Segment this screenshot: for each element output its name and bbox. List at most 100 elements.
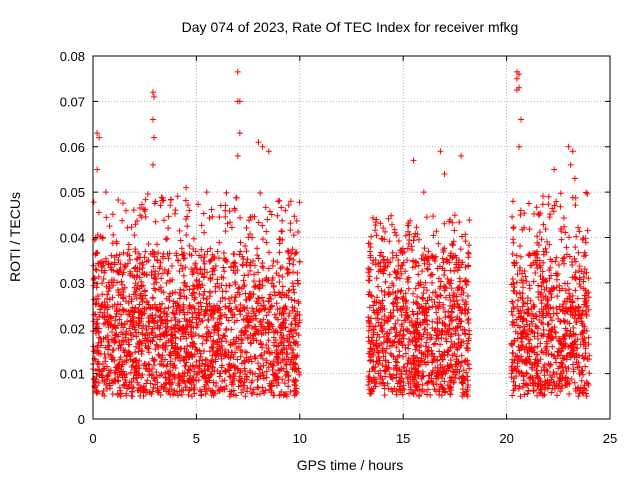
data-point [523, 344, 530, 351]
data-point [214, 276, 221, 283]
data-point [104, 311, 111, 318]
data-point [581, 295, 588, 302]
data-point [293, 385, 300, 392]
data-point [533, 204, 540, 211]
data-point [420, 189, 427, 196]
data-point [160, 250, 167, 257]
data-point [460, 375, 467, 382]
data-point [524, 294, 531, 301]
data-point [178, 391, 185, 398]
data-point [183, 231, 190, 238]
data-point [544, 320, 551, 327]
data-point [115, 333, 122, 340]
data-point [196, 291, 203, 298]
data-point [251, 278, 258, 285]
data-point [91, 311, 98, 318]
data-point [92, 235, 99, 242]
data-point [222, 207, 229, 214]
data-point [274, 259, 281, 266]
data-point [448, 277, 455, 284]
data-point [563, 330, 570, 337]
data-point [182, 329, 189, 336]
data-point [263, 341, 270, 348]
data-point [411, 329, 418, 336]
data-point [201, 229, 208, 236]
data-point [152, 346, 159, 353]
data-point [568, 259, 575, 266]
data-point [528, 320, 535, 327]
data-point [536, 229, 543, 236]
data-point [410, 322, 417, 329]
data-point [509, 349, 516, 356]
data-point [239, 262, 246, 269]
data-point [203, 324, 210, 331]
data-point [142, 196, 149, 203]
data-point [433, 228, 440, 235]
data-point [196, 369, 203, 376]
data-point [237, 353, 244, 360]
data-point [456, 368, 463, 375]
data-point [263, 374, 270, 381]
data-point [581, 382, 588, 389]
data-point [231, 311, 238, 318]
data-point [255, 365, 262, 372]
data-point [431, 298, 438, 305]
data-point [520, 329, 527, 336]
data-point [517, 393, 524, 400]
data-point [386, 371, 393, 378]
data-point [409, 308, 416, 315]
data-point [462, 231, 469, 238]
data-point [553, 198, 560, 205]
data-point [401, 364, 408, 371]
data-point [208, 206, 215, 213]
data-point [535, 211, 542, 218]
data-point [93, 300, 100, 307]
data-point [263, 368, 270, 375]
data-point [401, 386, 408, 393]
data-point [190, 377, 197, 384]
data-point [510, 287, 517, 294]
data-point [233, 194, 240, 201]
data-point [106, 296, 113, 303]
data-point [203, 295, 210, 302]
data-point [207, 311, 214, 318]
data-point [556, 287, 563, 294]
data-point [237, 308, 244, 315]
data-point [251, 310, 258, 317]
data-point [183, 295, 190, 302]
data-point [154, 241, 161, 248]
data-point [243, 316, 250, 323]
data-point [296, 317, 303, 324]
data-point [519, 226, 526, 233]
data-point [105, 367, 112, 374]
data-point [464, 345, 471, 352]
data-point [365, 317, 372, 324]
data-point [381, 312, 388, 319]
data-point [580, 253, 587, 260]
data-point [100, 335, 107, 342]
data-point [145, 257, 152, 264]
data-point [436, 348, 443, 355]
data-point [585, 306, 592, 313]
data-point [219, 378, 226, 385]
data-point [517, 294, 524, 301]
data-point [511, 260, 518, 267]
data-point [254, 245, 261, 252]
data-point [571, 379, 578, 386]
data-point [388, 212, 395, 219]
data-point [167, 202, 174, 209]
data-point [132, 349, 139, 356]
data-point [131, 232, 138, 239]
data-point [374, 349, 381, 356]
data-point [193, 265, 200, 272]
data-point [535, 294, 542, 301]
data-point [190, 235, 197, 242]
data-point [94, 231, 101, 238]
data-point [465, 315, 472, 322]
data-point [94, 342, 101, 349]
data-point [119, 285, 126, 292]
data-point [103, 376, 110, 383]
data-point [296, 199, 303, 206]
data-point [157, 372, 164, 379]
data-point [542, 293, 549, 300]
